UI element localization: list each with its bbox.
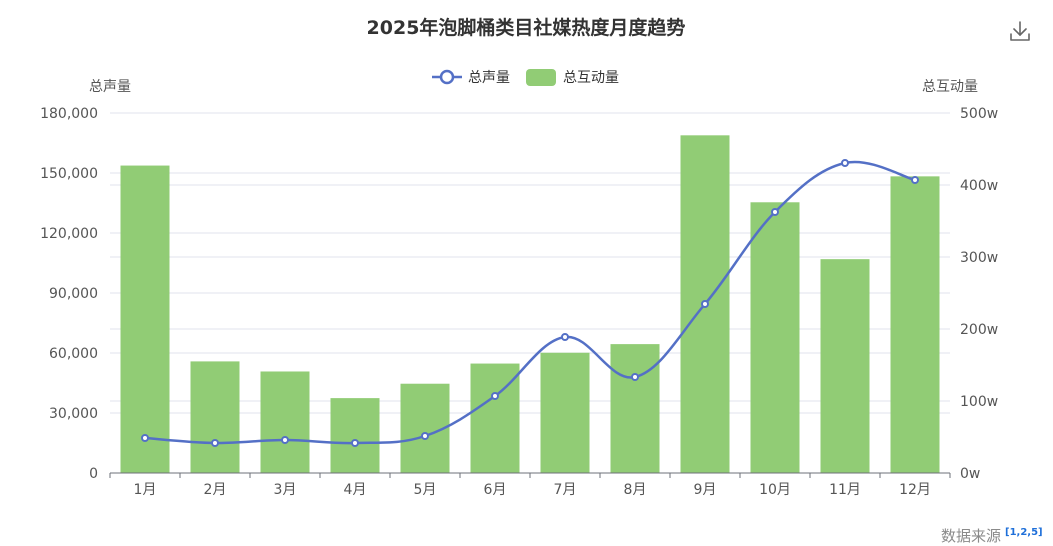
legend-bar-marker: [526, 69, 556, 86]
bar-1月[interactable]: [120, 165, 170, 473]
bar-10月[interactable]: [750, 202, 800, 473]
bars: [120, 135, 940, 474]
line-point-9月[interactable]: [701, 300, 709, 308]
x-tick-label: 5月: [414, 482, 437, 498]
legend: 总声量 总互动量: [432, 69, 619, 86]
gridlines: [110, 112, 950, 414]
y-left-tick-label: 0: [89, 466, 98, 482]
download-button[interactable]: [1010, 21, 1030, 41]
y-right-tick-labels: 0w 100w 200w 300w 400w 500w: [960, 106, 998, 482]
bar-7月[interactable]: [540, 352, 590, 473]
y-left-tick-label: 180,000: [40, 106, 98, 122]
line-point-3月[interactable]: [281, 436, 289, 444]
x-tick-label: 7月: [554, 482, 577, 498]
y-left-tick-label: 90,000: [49, 286, 98, 302]
line-point-5月[interactable]: [421, 432, 429, 440]
y-right-tick-label: 400w: [960, 178, 998, 194]
x-tick-label: 12月: [899, 482, 931, 498]
y-left-tick-label: 30,000: [49, 406, 98, 422]
chart-title: 2025年泡脚桶类目社媒热度月度趋势: [367, 16, 686, 39]
y-left-tick-labels: 0 30,000 60,000 90,000 120,000 150,000 180,000: [40, 106, 98, 482]
data-source[interactable]: 数据来源 [1,2,5]: [941, 527, 1043, 545]
legend-item-volume[interactable]: 总声量: [432, 69, 510, 86]
y-right-axis-name: 总互动量: [922, 79, 978, 95]
y-left-tick-label: 120,000: [40, 226, 98, 242]
legend-circle-marker: [439, 69, 455, 85]
y-left-tick-label: 150,000: [40, 166, 98, 182]
x-tick-label: 8月: [624, 482, 647, 498]
bar-8月[interactable]: [610, 344, 660, 473]
y-right-tick-label: 200w: [960, 322, 998, 338]
line-point-10月[interactable]: [771, 208, 779, 216]
legend-item-interaction[interactable]: 总互动量: [526, 69, 619, 86]
line-point-7月[interactable]: [561, 333, 569, 341]
line-point-12月[interactable]: [911, 176, 919, 184]
download-icon: [1010, 21, 1030, 41]
y-left-tick-label: 60,000: [49, 346, 98, 362]
bar-11月[interactable]: [820, 259, 870, 473]
x-tick-label: 3月: [274, 482, 297, 498]
line-point-2月[interactable]: [211, 439, 219, 447]
x-tick-label: 10月: [759, 482, 791, 498]
line-point-6月[interactable]: [491, 392, 499, 400]
bar-2月[interactable]: [190, 361, 240, 473]
x-tick-label: 9月: [694, 482, 717, 498]
line-point-11月[interactable]: [841, 159, 849, 167]
legend-label-volume: 总声量: [468, 70, 510, 86]
line-point-4月[interactable]: [351, 439, 359, 447]
bar-12月[interactable]: [890, 176, 940, 474]
y-left-axis-name: 总声量: [89, 79, 131, 95]
x-tick-label: 2月: [204, 482, 227, 498]
y-right-tick-label: 0w: [960, 466, 980, 482]
line-series: [141, 159, 919, 447]
axes: [109, 472, 951, 478]
x-tick-label: 4月: [344, 482, 367, 498]
line-point-8月[interactable]: [631, 373, 639, 381]
x-tick-label: 11月: [829, 482, 861, 498]
bar-4月[interactable]: [330, 398, 380, 473]
y-right-tick-label: 300w: [960, 250, 998, 266]
data-source-label: 数据来源: [941, 527, 1001, 545]
citation-link[interactable]: [1,2,5]: [1005, 527, 1043, 538]
bar-3月[interactable]: [260, 371, 310, 473]
x-tick-label: 1月: [134, 482, 157, 498]
y-right-tick-label: 100w: [960, 394, 998, 410]
line-point-1月[interactable]: [141, 434, 149, 442]
x-tick-label: 6月: [484, 482, 507, 498]
x-tick-labels: 1月 2月 3月 4月 5月 6月 7月 8月 9月 10月 11月 12月: [134, 482, 931, 498]
y-right-tick-label: 500w: [960, 106, 998, 122]
legend-label-interaction: 总互动量: [563, 70, 619, 86]
